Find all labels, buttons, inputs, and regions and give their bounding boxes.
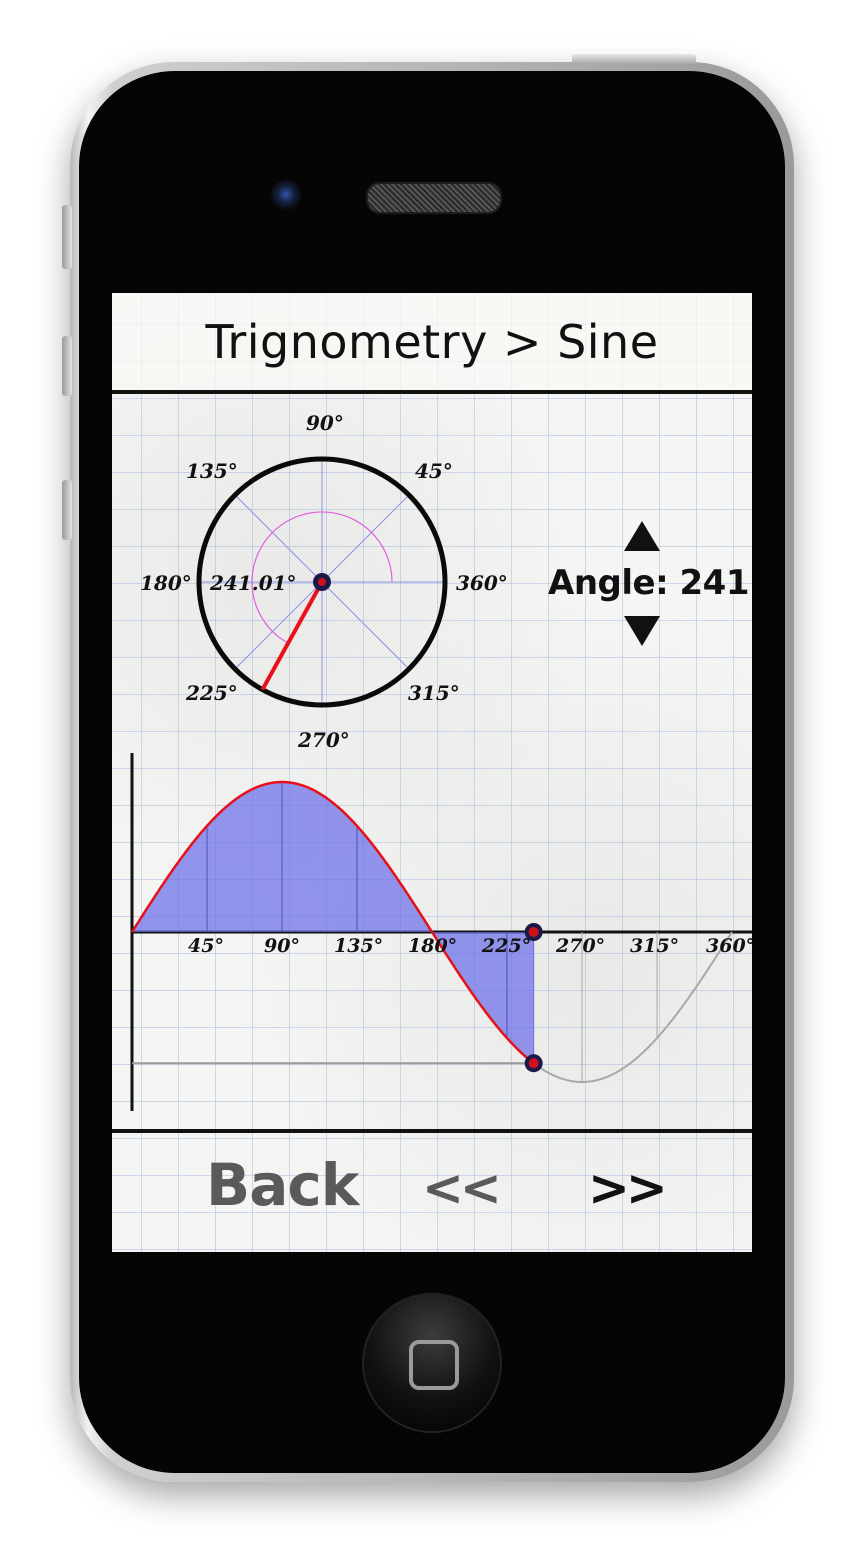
circle-label-225: 225° [186,681,238,705]
angle-down-button[interactable] [624,616,660,646]
angle-up-button[interactable] [624,521,660,551]
circle-label-180: 180° [140,571,192,595]
circle-label-90: 90° [306,411,344,435]
mute-switch [62,205,72,269]
circle-label-270: 270° [298,728,350,752]
circle-label-360: 360° [456,571,508,595]
circle-label-315: 315° [408,681,460,705]
volume-down-button [62,480,72,540]
chart-point-marker-center [528,927,539,937]
circle-outline [196,456,448,708]
sine-shaded-area [132,782,534,1064]
chart-tick-label: 90° [264,935,300,957]
sine-remaining-curve [533,931,733,1083]
angle-readout: Angle: 241° [548,563,752,603]
unit-circle [196,456,448,708]
page-title: Trignometry > Sine [205,315,659,369]
title-bar: Trignometry > Sine [112,293,752,394]
power-button [572,54,696,64]
back-button[interactable]: Back [206,1151,359,1219]
chart-tick-label: 135° [334,935,384,957]
sine-curve [130,780,535,1065]
angle-radius-line [260,581,324,691]
chart-tick-label: 225° [482,935,532,957]
chart-point-marker-center [528,1058,539,1069]
circle-label-135: 135° [186,459,238,483]
chart-tick-label: 45° [188,935,224,957]
app-screen: Trignometry > Sine 90° 45 [112,293,752,1252]
home-button[interactable] [362,1293,502,1433]
circle-center-dot [318,578,326,586]
graphics-layer [130,456,752,1111]
footer-divider [112,1129,752,1133]
volume-up-button [62,336,72,396]
angle-arc [251,511,393,644]
camera-icon [270,180,302,212]
chart-markers [524,923,543,1073]
speaker-grille [366,182,502,214]
chart-tick-lines [206,782,658,1082]
current-angle-label: 241.01° [210,571,297,595]
circle-label-45: 45° [415,459,453,483]
home-square-icon [409,1340,459,1390]
chart-tick-label: 180° [408,935,458,957]
next-button[interactable]: >> [588,1159,668,1217]
previous-button[interactable]: << [422,1159,502,1217]
chart-tick-label: 315° [630,935,680,957]
chart-tick-label: 360° [706,935,752,957]
sine-chart [130,753,752,1111]
chart-tick-label: 270° [556,935,606,957]
